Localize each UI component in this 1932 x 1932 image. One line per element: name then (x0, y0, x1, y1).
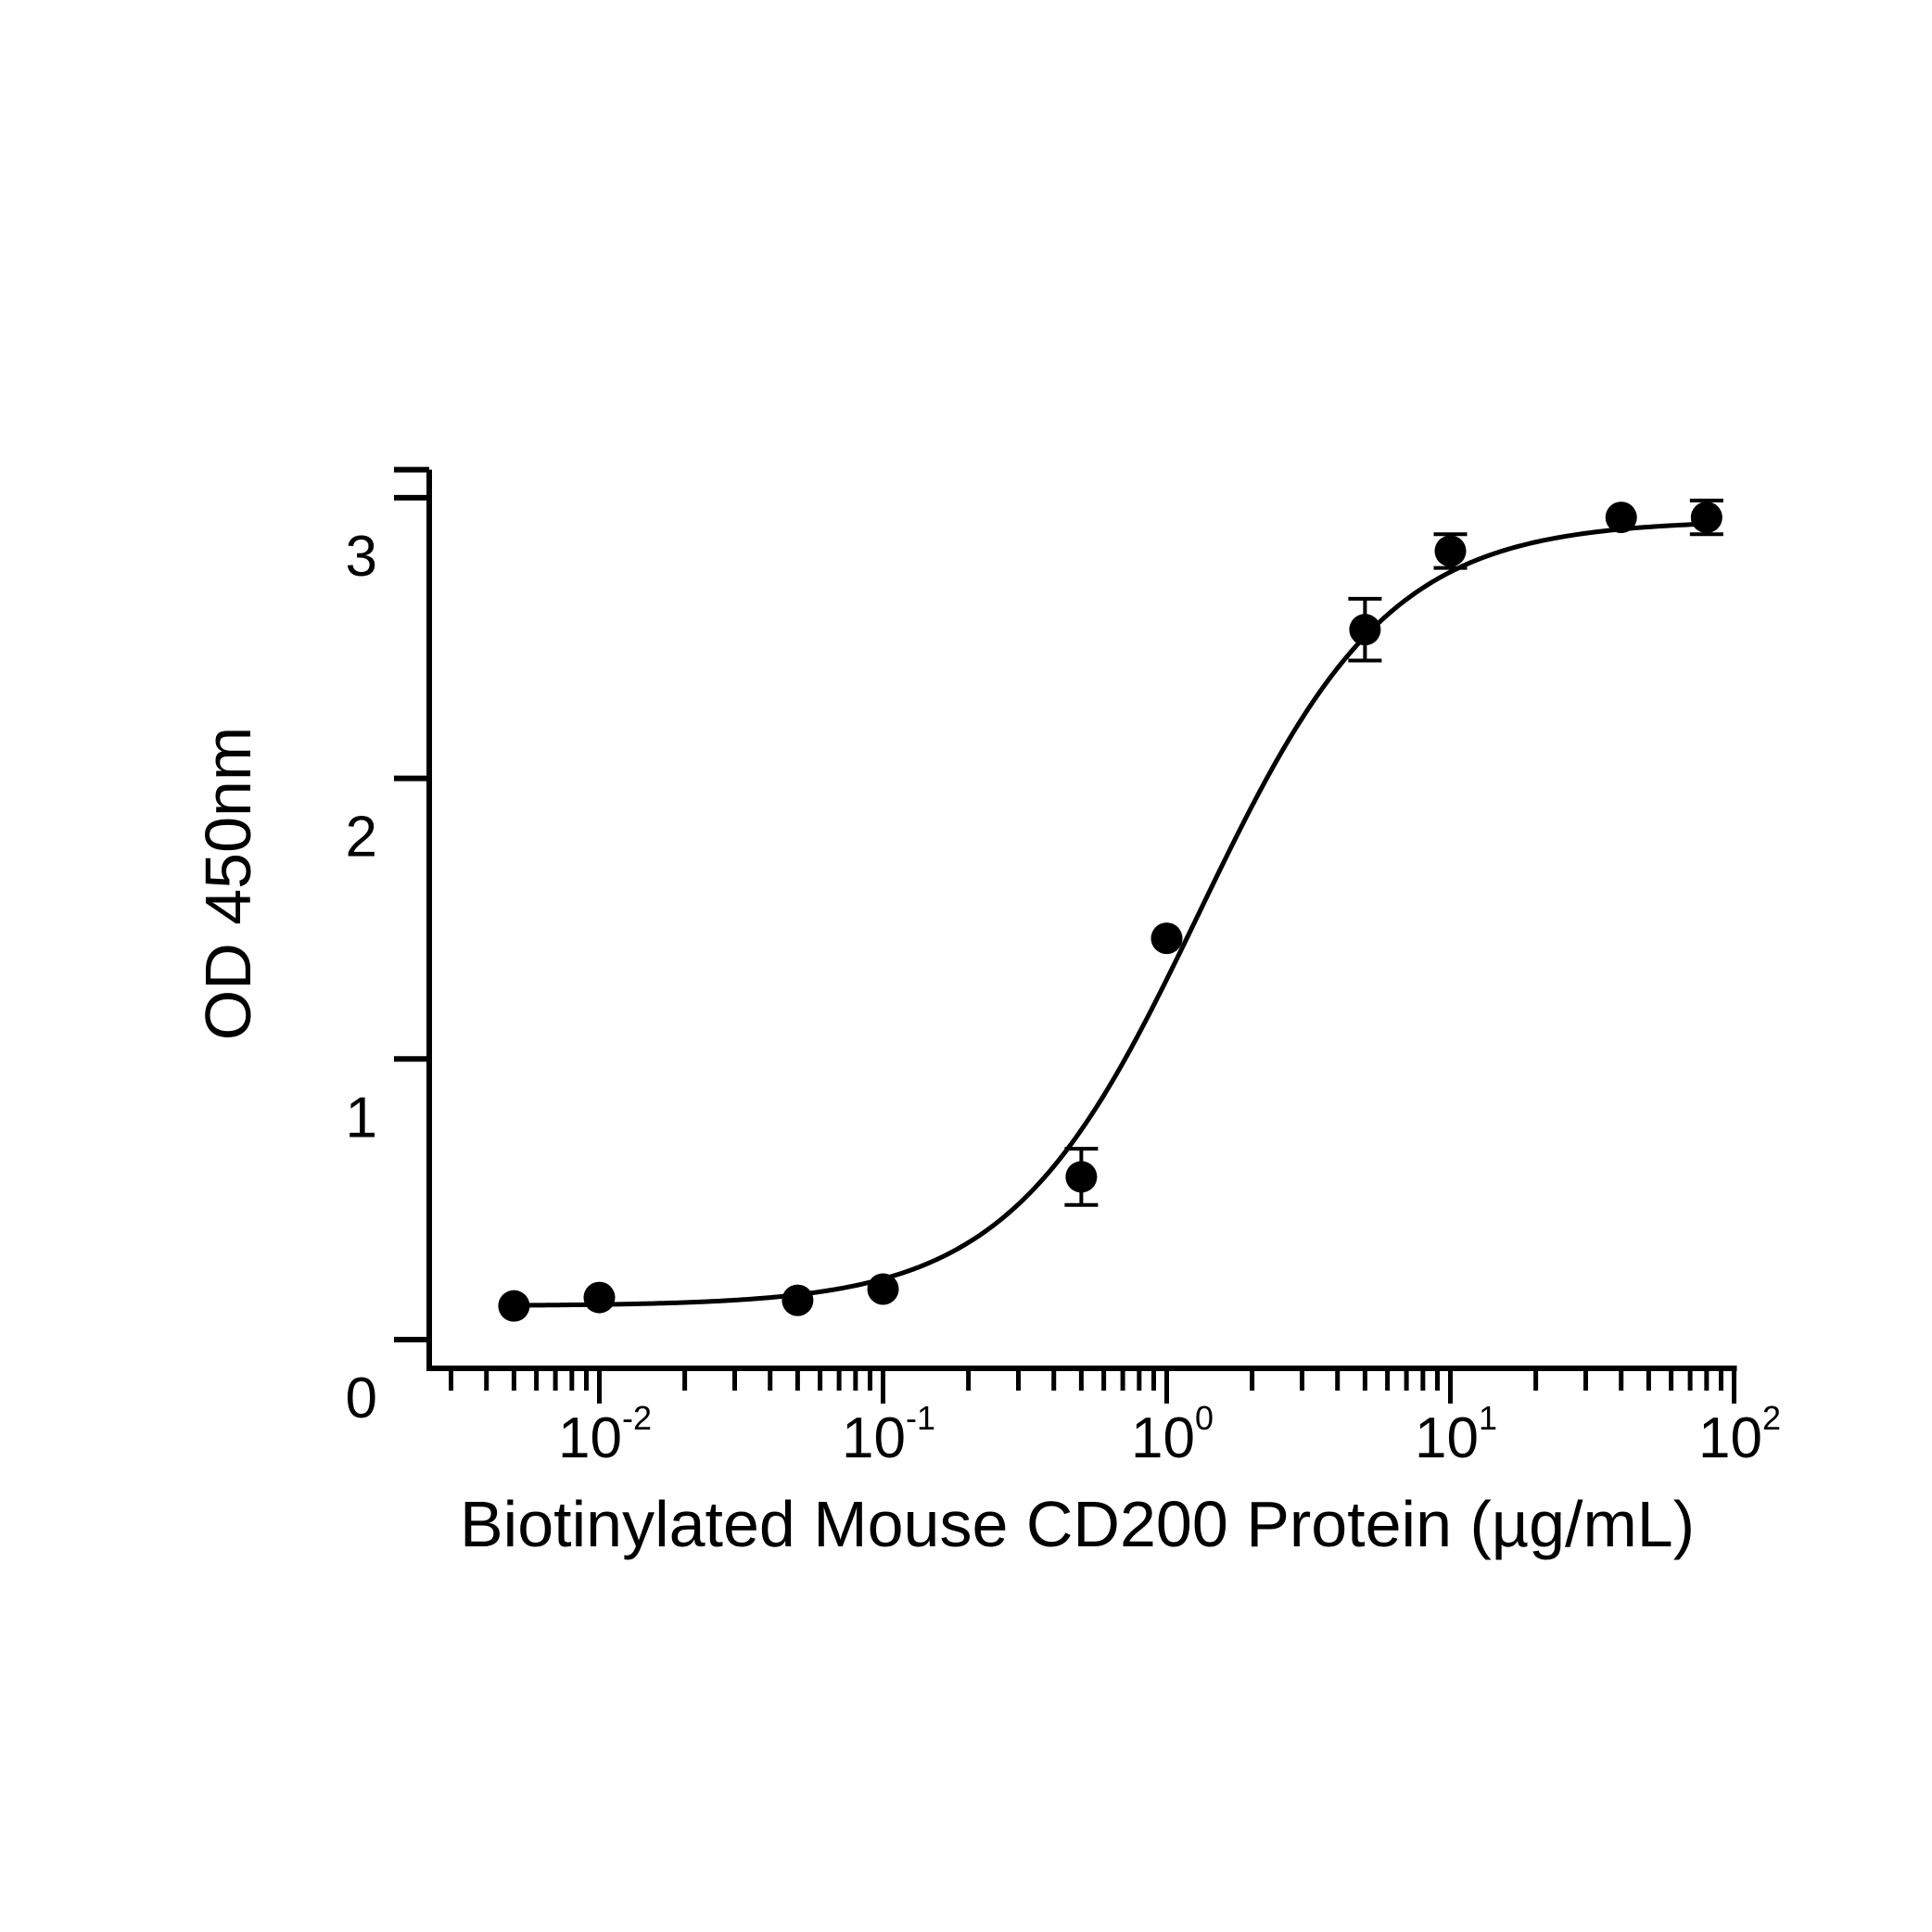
y-tick-label: 1 (346, 1086, 377, 1150)
axes-layer (394, 466, 1737, 1404)
data-point (1150, 922, 1183, 955)
data-point (583, 1281, 616, 1314)
data-point (1349, 614, 1381, 646)
fit-curve (514, 521, 1707, 1308)
x-tick-label: 10-1 (842, 1399, 935, 1470)
data-points-layer (498, 498, 1723, 1322)
x-tick-label: 101 (1415, 1399, 1497, 1470)
data-point (1605, 502, 1637, 534)
y-tick-label: 2 (346, 806, 377, 870)
data-point (1065, 1161, 1098, 1193)
y-tick-label: 0 (346, 1366, 377, 1430)
data-point (782, 1284, 814, 1316)
x-tick-label: 10-2 (558, 1399, 652, 1470)
data-point (498, 1290, 530, 1322)
data-point (1690, 502, 1722, 534)
fit-curve-layer (514, 521, 1707, 1308)
labels-layer: 0 1 2 3 10-2 10-1 100 101 102 (346, 525, 1781, 1470)
data-point (1434, 535, 1467, 567)
x-axis-title: Biotinylated Mouse CD200 Protein (µg/mL) (460, 1488, 1695, 1560)
y-tick-label: 3 (346, 525, 377, 589)
x-tick-label: 102 (1698, 1399, 1781, 1470)
x-tick-label: 100 (1131, 1399, 1214, 1470)
data-point (867, 1273, 899, 1305)
y-axis-title: OD 450nm (192, 727, 264, 1040)
